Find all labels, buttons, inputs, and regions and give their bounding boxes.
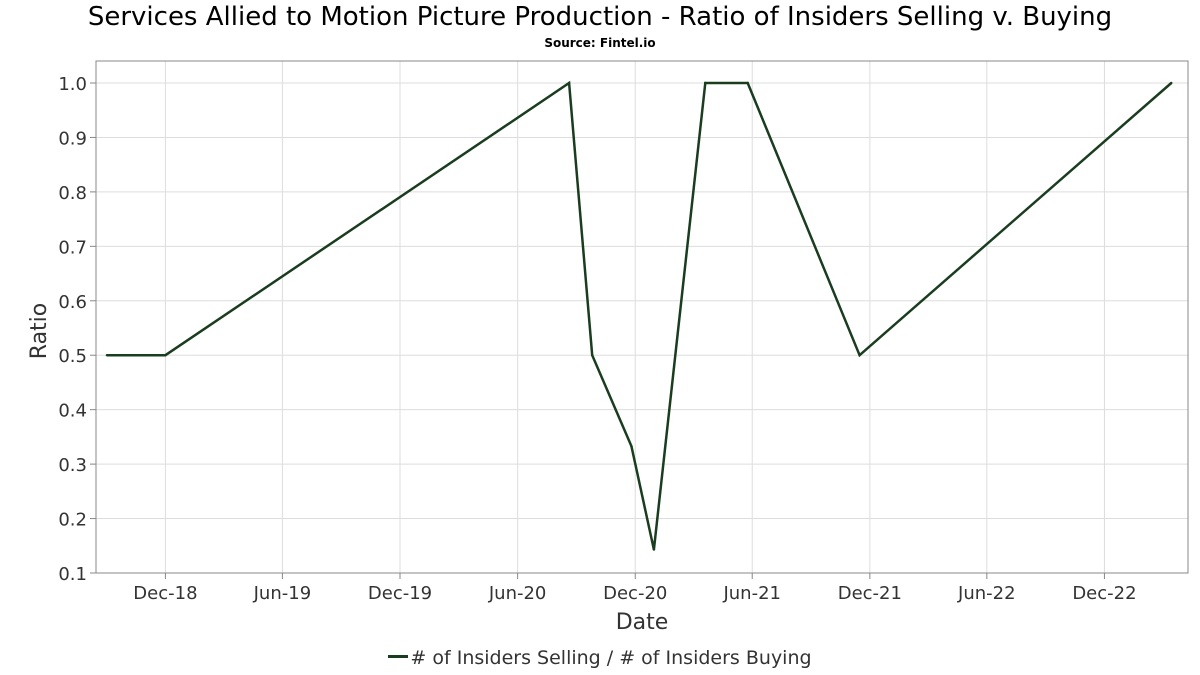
y-tick-label: 0.4: [58, 401, 87, 422]
legend: # of Insiders Selling / # of Insiders Bu…: [0, 647, 1200, 669]
chart-title: Services Allied to Motion Picture Produc…: [87, 2, 1113, 32]
x-tick-label: Dec-20: [603, 583, 667, 604]
x-tick-label: Jun-22: [957, 583, 1016, 604]
data-point: [652, 548, 656, 551]
data-point: [630, 444, 633, 448]
x-tick-label: Dec-21: [838, 583, 902, 604]
x-tick-label: Dec-19: [368, 583, 432, 604]
y-axis: 0.1 0.2 0.3 0.4 0.5 0.6 0.7 0.8 0.9 1.0: [58, 74, 96, 585]
y-tick-label: 0.2: [58, 510, 87, 531]
data-point: [105, 354, 109, 357]
x-axis-title: Date: [616, 610, 669, 635]
y-tick-label: 0.9: [58, 128, 87, 149]
x-tick-label: Dec-18: [133, 583, 197, 604]
y-tick-label: 0.7: [58, 237, 87, 258]
legend-line-swatch: [388, 655, 409, 658]
data-point: [590, 354, 594, 357]
x-tick-label: Dec-22: [1072, 583, 1136, 604]
data-point: [704, 81, 707, 85]
y-tick-label: 0.1: [58, 564, 87, 585]
data-point: [1170, 81, 1173, 85]
x-tick-label: Jun-20: [488, 583, 547, 604]
legend-label: # of Insiders Selling / # of Insiders Bu…: [410, 647, 812, 669]
y-tick-label: 0.8: [58, 183, 87, 204]
data-point: [746, 81, 749, 85]
y-axis-title: Ratio: [27, 303, 52, 359]
data-point: [164, 354, 167, 357]
data-point: [567, 81, 571, 85]
y-tick-label: 0.3: [58, 455, 87, 476]
plot-frame: [95, 60, 1189, 574]
chart-subtitle: Source: Fintel.io: [544, 36, 656, 50]
x-tick-label: Jun-21: [722, 583, 781, 604]
x-tick-label: Jun-19: [253, 583, 312, 604]
x-axis: Dec-18 Jun-19 Dec-19 Jun-20 Dec-20 Jun-21 Dec-…: [133, 573, 1137, 604]
y-tick-label: 1.0: [58, 74, 87, 95]
data-point: [858, 354, 861, 357]
series-line: [106, 80, 1173, 550]
series-lines: [105, 80, 1173, 551]
y-tick-label: 0.5: [58, 346, 87, 367]
y-tick-label: 0.6: [58, 292, 87, 313]
